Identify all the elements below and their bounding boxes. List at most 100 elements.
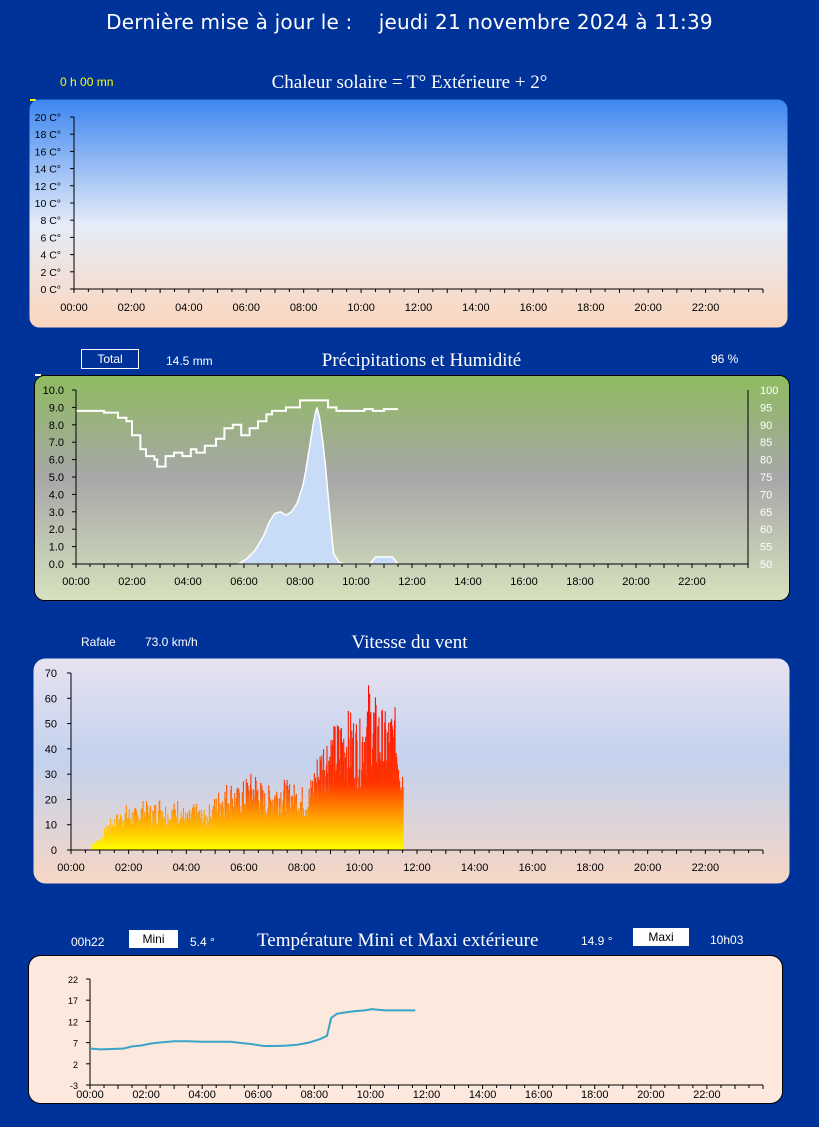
wind-bar	[231, 817, 233, 850]
wind-bar	[271, 801, 273, 850]
wind-bar	[210, 817, 212, 850]
solar-y-tick-label: 8 C°	[40, 215, 61, 227]
wind-bar	[94, 845, 96, 850]
wind-bar	[139, 819, 141, 850]
wind-bar	[401, 786, 403, 850]
wind-bar	[308, 809, 310, 850]
wind-bar	[125, 813, 127, 850]
wind-bar	[272, 806, 274, 850]
wind-bar	[246, 790, 248, 850]
wind-bar	[288, 784, 291, 850]
wind-bar	[333, 736, 336, 850]
wind-bar	[208, 828, 210, 850]
wind-bar	[183, 818, 185, 850]
wind-bar	[310, 787, 312, 850]
wind-bar	[340, 775, 342, 850]
wind-bar	[299, 811, 301, 850]
humidity-y-tick-label: 60	[760, 524, 772, 536]
temp-max-label: Maxi	[633, 928, 689, 946]
rain-y-tick-label: 9.0	[49, 402, 64, 414]
wind-bar	[378, 717, 380, 850]
wind-bar	[287, 785, 289, 850]
wind-bar	[257, 800, 259, 850]
wind-bar	[208, 804, 210, 850]
wind-bar	[298, 808, 300, 850]
temp-plot-bg	[28, 955, 783, 1104]
wind-gust-label: Rafale	[81, 635, 116, 649]
wind-bar	[275, 809, 277, 850]
wind-x-tick-label: 14:00	[461, 862, 489, 874]
wind-bar	[100, 841, 103, 850]
wind-bar	[372, 733, 374, 850]
wind-bar	[169, 818, 171, 850]
wind-bar	[143, 827, 145, 850]
wind-bar	[318, 780, 320, 850]
wind-bar	[343, 738, 345, 850]
wind-bar	[108, 825, 110, 850]
wind-bar	[267, 808, 269, 850]
wind-bar	[223, 817, 225, 850]
wind-bar	[332, 787, 334, 850]
solar-y-tick-label: 18 C°	[35, 129, 61, 141]
solar-x-tick-label: 02:00	[118, 302, 146, 314]
wind-bar	[376, 761, 378, 850]
wind-bar	[387, 732, 389, 850]
wind-bar	[320, 788, 322, 850]
wind-bar	[309, 797, 311, 850]
wind-bar	[114, 826, 116, 850]
wind-bar	[374, 697, 376, 850]
wind-bar	[259, 803, 261, 850]
wind-bar	[164, 819, 166, 850]
wind-bar	[237, 787, 239, 850]
wind-bar	[248, 803, 250, 850]
solar-y-tick-label: 14 C°	[35, 164, 61, 176]
solar-y-tick-label: 16 C°	[35, 146, 61, 158]
wind-bar	[105, 833, 107, 850]
wind-bar	[254, 796, 256, 850]
wind-bar	[199, 818, 201, 850]
solar-x-tick-label: 00:00	[60, 302, 88, 314]
wind-bar	[303, 816, 306, 850]
wind-bar	[250, 788, 253, 850]
wind-bar	[201, 814, 203, 850]
temp-x-tick-label: 08:00	[301, 1089, 329, 1101]
wind-bar	[119, 823, 121, 850]
wind-bar	[111, 831, 113, 850]
wind-bar	[368, 746, 370, 850]
wind-bar	[373, 728, 375, 850]
wind-bar	[218, 792, 220, 850]
wind-bar	[135, 809, 137, 850]
wind-bar	[354, 787, 356, 850]
wind-bar	[204, 827, 206, 850]
wind-bar	[358, 769, 360, 850]
wind-bar	[268, 790, 270, 850]
wind-y-tick-label: 40	[45, 744, 57, 756]
wind-bar	[111, 824, 114, 850]
wind-bar	[399, 781, 401, 850]
wind-bar	[263, 806, 265, 850]
wind-bar	[163, 820, 165, 850]
wind-bar	[167, 827, 169, 850]
wind-bar	[221, 805, 223, 850]
wind-bar	[199, 810, 201, 850]
rain-y-tick-label: 2.0	[49, 524, 64, 536]
wind-bar	[135, 808, 137, 850]
wind-bar	[385, 771, 387, 850]
humidity-y-tick-label: 85	[760, 437, 772, 449]
wind-bar	[314, 777, 317, 850]
wind-bar	[192, 807, 194, 850]
wind-bar	[331, 745, 333, 850]
wind-bar	[169, 828, 171, 850]
solar-chart: 0 C° 2 C° 4 C° 6 C° 8 C° 10 C° 12 C° 14 C° 16 C°…	[29, 99, 788, 328]
rain-y-tick-label: 3.0	[49, 507, 64, 519]
wind-bar	[184, 821, 186, 850]
temp-x-tick-label: 10:00	[357, 1089, 385, 1101]
wind-bar	[145, 825, 147, 850]
wind-bar	[147, 813, 149, 850]
wind-bar	[306, 817, 308, 850]
solar-y-tick-label: 0 C°	[40, 284, 61, 296]
wind-bar	[261, 785, 263, 850]
humidity-value: 96 %	[711, 352, 739, 366]
wind-bar	[106, 825, 108, 850]
wind-bar	[333, 725, 335, 850]
